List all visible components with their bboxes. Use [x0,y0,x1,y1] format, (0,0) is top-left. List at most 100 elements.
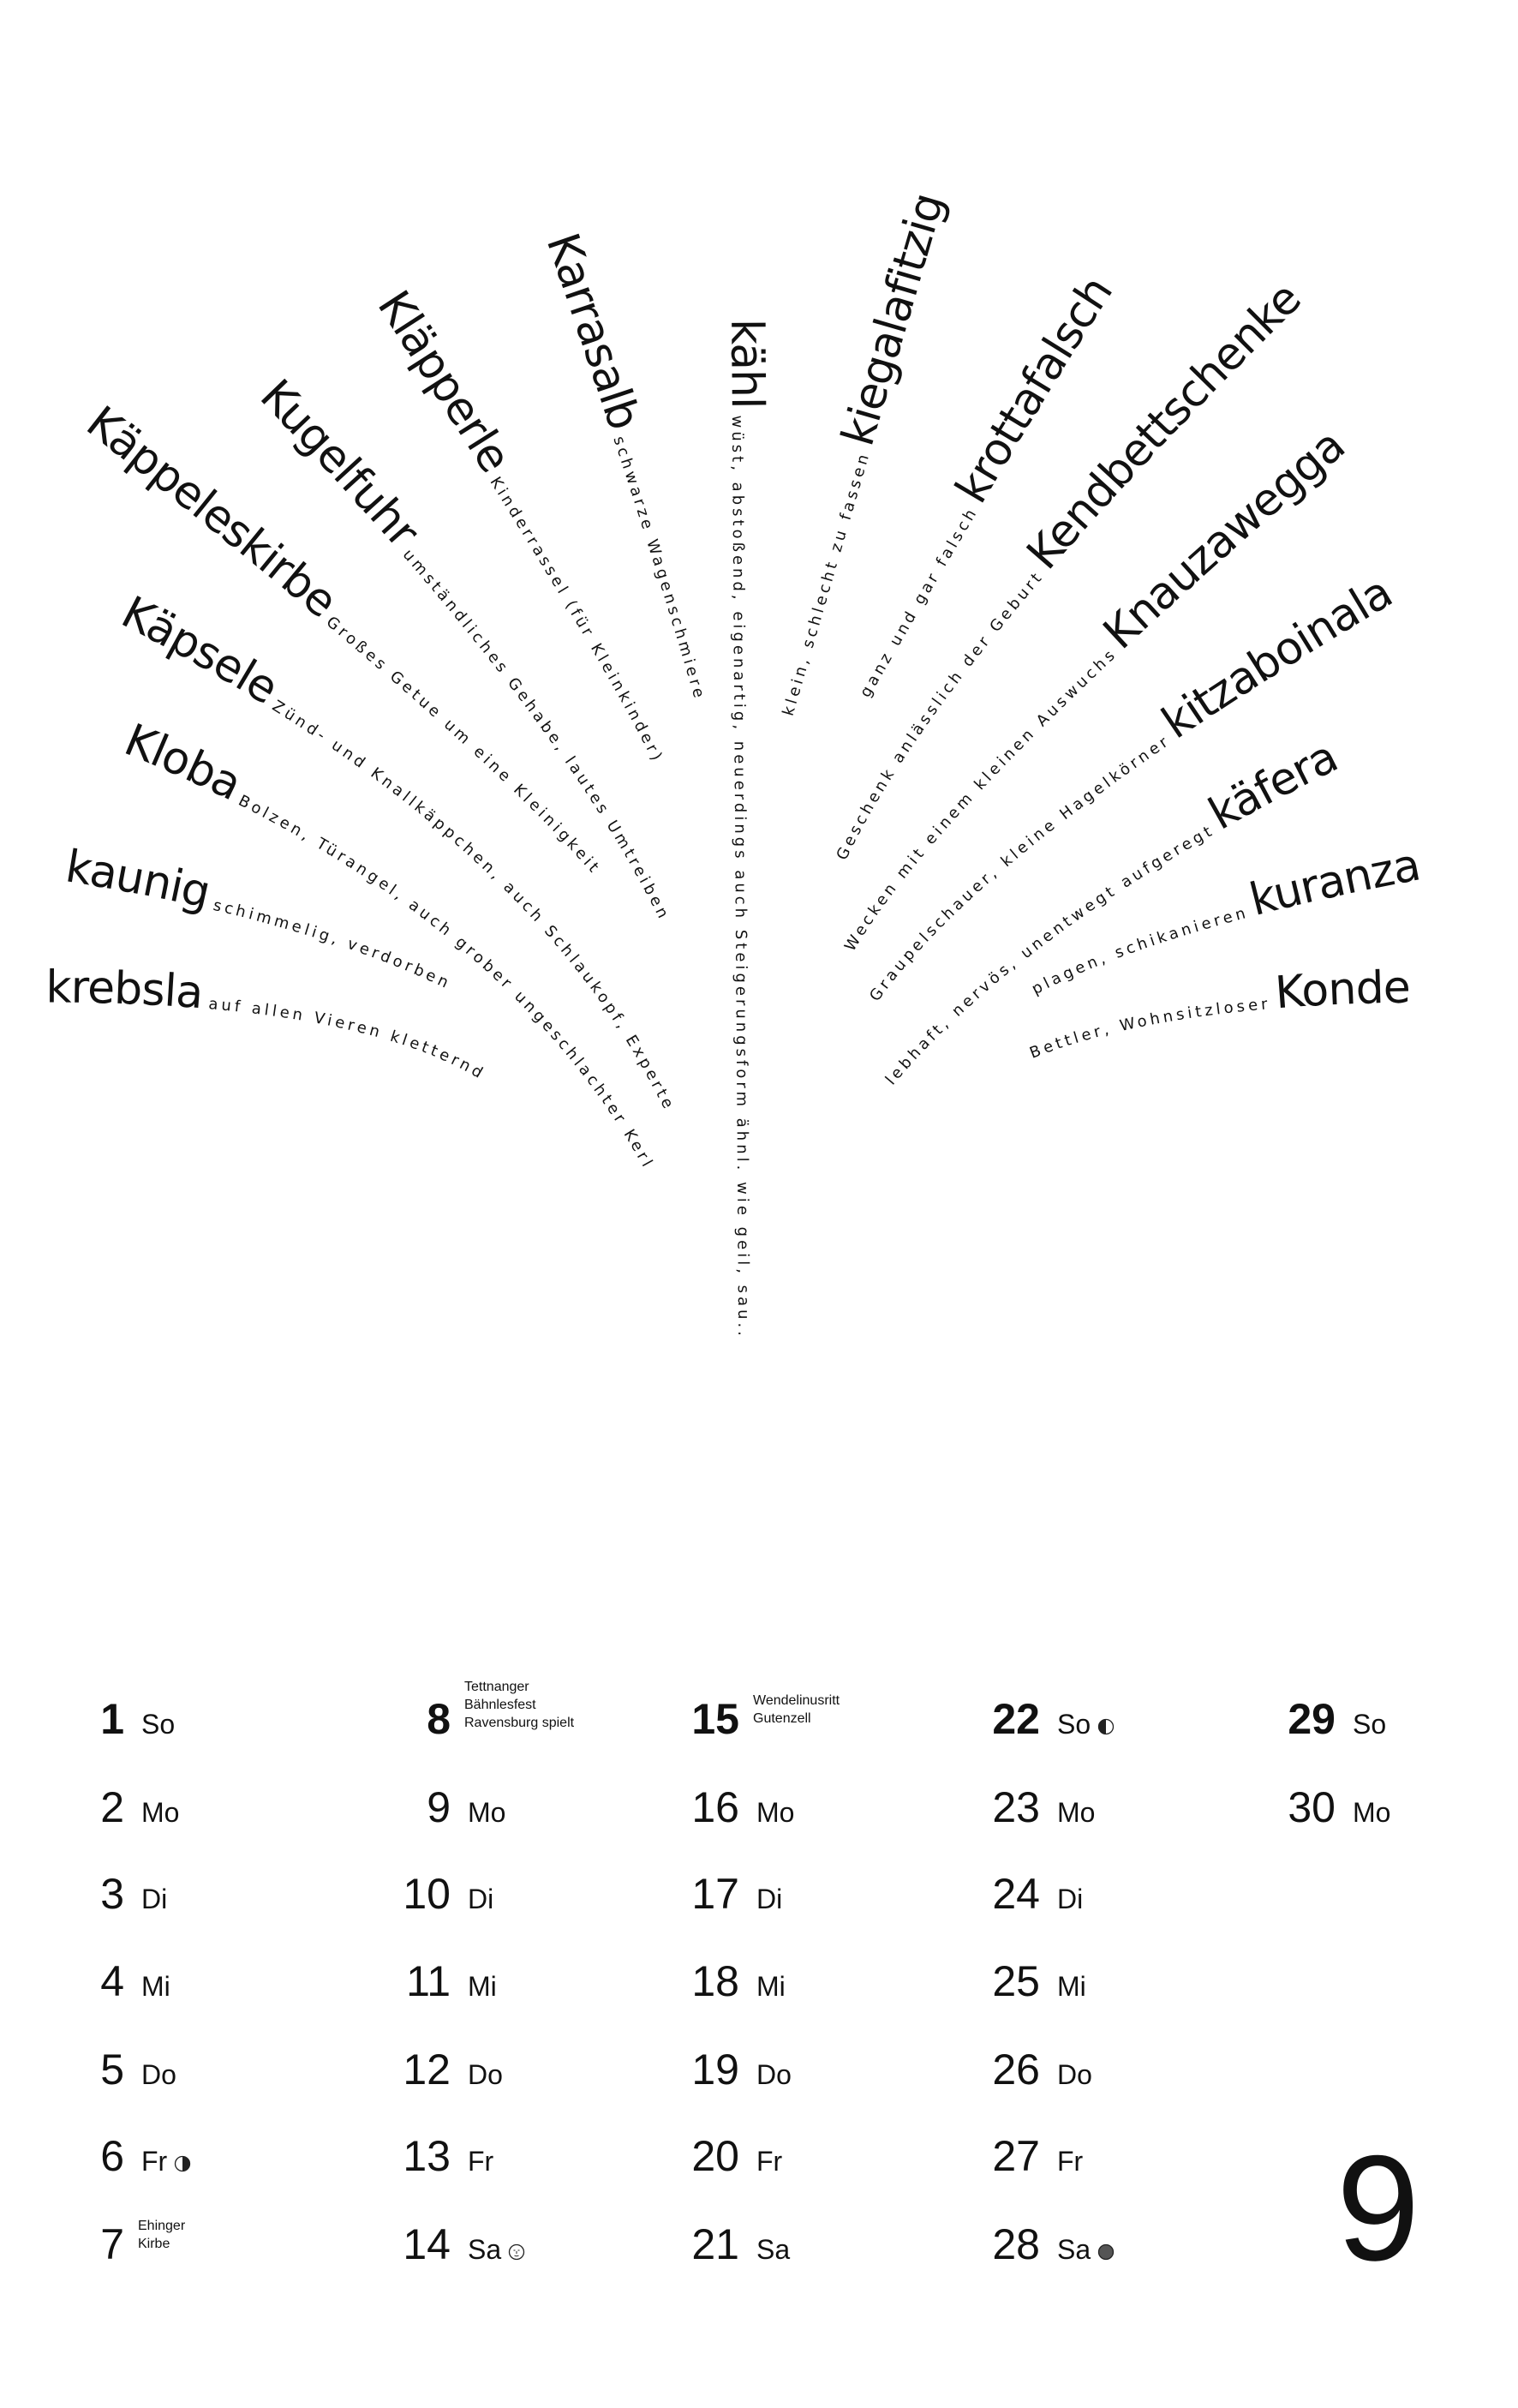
fan-entry: kähl wüst, abstoßend, eigenartig, neuerdi… [720,319,773,1339]
calendar-day: 10 Di [0,1860,493,1928]
word-definition: Zünd- und Knallkäppchen, auch Schlaukopf… [269,697,678,1114]
weekday-label: Mi [756,1952,786,2021]
new-moon-icon [1097,2243,1115,2261]
calendar-day: 25 Mi [0,1947,1085,2016]
day-number: 19 [691,2046,739,2094]
word-fan: KäppeleskirbeGroßes Getue um eine Kleini… [45,188,1425,1339]
weekday-text: Do [468,2059,503,2090]
calendar-day: 17 Di [0,1860,782,1928]
weekday-text: Do [756,2059,792,2090]
day-number: 1 [100,1695,124,1743]
day-number: 6 [100,2132,124,2180]
event-note-line: Ehinger [138,2219,186,2233]
day-number: 25 [992,1957,1040,2005]
calendar-day: 4 Mi [0,1947,170,2016]
weekday-label: So [1057,1690,1115,1758]
day-number: 8 [427,1695,451,1743]
calendar-day: 18 Mi [0,1947,785,2016]
weekday-label: Di [756,1865,782,1933]
calendar-day: 30 Mo [0,1773,1390,1842]
full-moon-icon [508,2243,525,2261]
day-number: 13 [403,2132,451,2180]
event-note: Tettnanger Bähnlesfest Ravensburg spielt [464,1678,574,1732]
event-note-line: Wendelinusritt [753,1693,840,1708]
dialect-word: Kloba [117,715,248,811]
weekday-text: Do [1057,2059,1092,2090]
day-number: 7 [100,2220,124,2268]
day-number: 27 [992,2132,1040,2180]
weekday-label: Mi [1057,1952,1086,2021]
first-quarter-moon-icon [175,2155,191,2172]
weekday-label: Di [468,1865,493,1933]
weekday-label: Mo [1057,1778,1095,1847]
day-number: 30 [1288,1783,1336,1831]
weekday-label: Fr [468,2127,493,2195]
dialect-word: käfera [1201,731,1346,840]
day-number: 3 [100,1870,124,1918]
event-note-line: Bähnlesfest [464,1698,536,1712]
event-note-line: Kirbe [138,2237,170,2251]
weekday-label: Mo [468,1778,505,1847]
weekday-text: Sa [1057,2234,1091,2265]
calendar-day: 14 Sa [0,2210,525,2279]
weekday-text: Mo [1057,1797,1096,1828]
dialect-word: krebsla [45,961,204,1019]
weekday-label: So [1353,1690,1386,1758]
event-note-line: Gutenzell [753,1711,811,1726]
weekday-label: Do [468,2040,503,2109]
event-note: Ehinger Kirbe [138,2217,185,2253]
fan-entry: Karrasalb schwarze Wagenschmiere [536,227,709,704]
calendar-day: 21 Sa [0,2210,790,2279]
calendar-day: 26 Do [0,2035,1092,2104]
weekday-label: Do [141,2040,176,2109]
weekday-text: Di [468,1884,494,1914]
day-number: 17 [691,1870,739,1918]
weekday-label: Fr [141,2127,191,2195]
word-definition: auf allen Vieren kletternd [208,995,489,1084]
calendar-day: 12 Do [0,2035,503,2104]
dialect-word: Käpsele [113,587,286,715]
weekday-text: So [141,1709,176,1740]
calendar-day: 27 Fr [0,2122,1083,2190]
event-note-line: Ravensburg spielt [464,1716,575,1730]
weekday-text: Mo [468,1797,506,1828]
calendar-day: 19 Do [0,2035,792,2104]
calendar-day: 23 Mo [0,1773,1095,1842]
weekday-text: So [1057,1709,1091,1740]
day-number: 4 [100,1957,124,2005]
fan-entry: Bettler, WohnsitzloserKonde [1027,962,1410,1063]
dialect-word: kiegalafitzig [833,188,955,451]
dialect-word: Karrasalb [536,227,650,435]
weekday-text: Fr [468,2146,494,2177]
word-definition: umständliches Gehabe, lautes Umtreiben [399,546,673,925]
day-number: 29 [1288,1695,1336,1743]
dialect-word: Kugelfuhr [250,370,429,558]
weekday-label: Mi [141,1952,170,2021]
weekday-text: Di [756,1884,783,1914]
weekday-label: Di [1057,1865,1083,1933]
fan-entry: klein, schlecht zu fassenkiegalafitzig [780,188,955,718]
calendar-day: 22 So [0,1685,1115,1753]
dialect-word: Konde [1273,962,1410,1020]
word-definition: klein, schlecht zu fassen [780,449,874,718]
dialect-word: kähl [720,319,773,409]
calendar-day: 3 Di [0,1860,167,1928]
weekday-label: Mo [756,1778,794,1847]
last-quarter-moon-icon [1097,1718,1115,1735]
dialect-word: Kläpperle [368,282,520,481]
weekday-label: Do [1057,2040,1092,2109]
weekday-text: Sa [468,2234,502,2265]
weekday-text: Mo [141,1797,180,1828]
calendar-day: 24 Di [0,1860,1083,1928]
dialect-word: kuranza [1245,840,1424,926]
weekday-label: Fr [756,2127,782,2195]
calendar-day: 7 Ehinger Kirbe [0,2210,185,2279]
calendar-day: 16 Mo [0,1773,794,1842]
day-number: 5 [100,2046,124,2094]
word-definition: wüst, abstoßend, eigenartig, neuerdings … [728,415,752,1339]
weekday-text: Mi [141,1971,170,2002]
word-definition: Bettler, Wohnsitzloser [1027,995,1271,1063]
weekday-text: Fr [141,2146,168,2177]
weekday-text: Mi [468,1971,497,2002]
day-number: 26 [992,2046,1040,2094]
